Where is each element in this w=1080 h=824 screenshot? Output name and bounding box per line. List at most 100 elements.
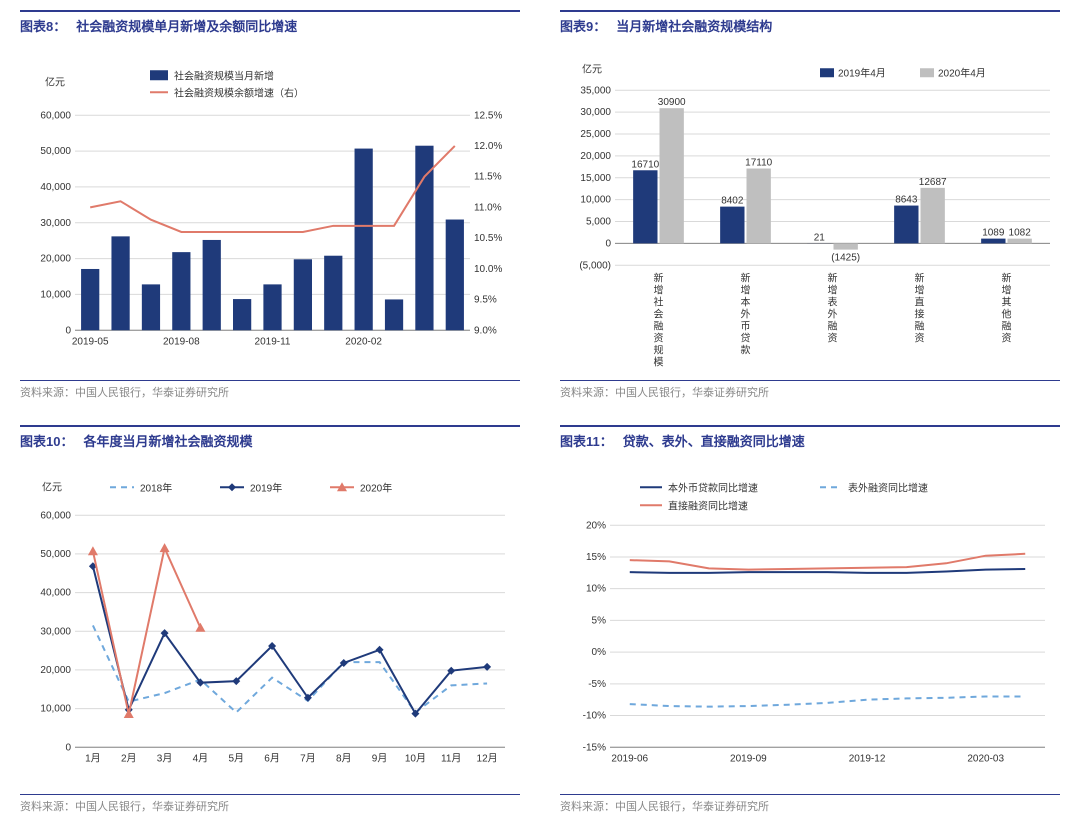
svg-text:0: 0 [65,325,71,336]
svg-text:15,000: 15,000 [580,173,611,184]
svg-text:0: 0 [65,742,71,753]
svg-text:资: 资 [915,332,925,344]
svg-text:融: 融 [1002,320,1012,332]
svg-text:资: 资 [828,332,838,344]
panel-11-title-no: 图表11： [560,431,613,450]
panel-9: 图表9： 当月新增社会融资规模结构 (5,000)05,00010,00015,… [560,10,1060,400]
svg-text:0: 0 [605,238,611,249]
svg-text:9.5%: 9.5% [474,295,497,306]
svg-text:本: 本 [741,295,751,308]
svg-text:贷: 贷 [741,331,751,344]
svg-text:2019-05: 2019-05 [72,336,109,347]
svg-text:40,000: 40,000 [40,587,71,598]
svg-text:30,000: 30,000 [580,107,611,118]
svg-text:50,000: 50,000 [40,548,71,559]
svg-text:9.0%: 9.0% [474,325,497,336]
svg-text:款: 款 [741,343,751,356]
panel-10-svg: 010,00020,00030,00040,00050,00060,000亿元1… [20,460,520,791]
svg-text:1月: 1月 [85,752,101,764]
svg-text:10%: 10% [586,583,606,594]
svg-text:表外融资同比增速: 表外融资同比增速 [848,481,928,494]
svg-text:0%: 0% [592,647,607,658]
svg-text:本外币贷款同比增速: 本外币贷款同比增速 [668,481,758,494]
svg-text:模: 模 [654,356,664,368]
panel-9-title-no: 图表9： [560,16,606,35]
svg-text:2019-09: 2019-09 [730,753,767,764]
svg-text:-15%: -15% [583,742,606,753]
svg-text:20,000: 20,000 [580,151,611,162]
panel-10-title-text: 各年度当月新增社会融资规模 [83,431,252,450]
svg-text:60,000: 60,000 [40,110,71,121]
svg-text:12月: 12月 [477,752,498,764]
svg-text:其: 其 [1002,296,1012,308]
svg-text:50,000: 50,000 [40,146,71,157]
svg-text:币: 币 [741,320,751,332]
svg-text:10,000: 10,000 [40,289,71,300]
svg-text:20,000: 20,000 [40,254,71,265]
svg-text:2020-02: 2020-02 [345,336,382,347]
svg-text:5,000: 5,000 [586,217,611,228]
svg-text:新: 新 [654,271,664,284]
panel-9-title-text: 当月新增社会融资规模结构 [616,16,772,35]
panel-11-source: 资料来源：中国人民银行，华泰证券研究所 [560,795,1060,814]
svg-text:20%: 20% [586,520,606,531]
svg-text:9月: 9月 [372,752,388,764]
svg-text:25,000: 25,000 [580,129,611,140]
panel-9-title: 图表9： 当月新增社会融资规模结构 [560,10,1060,35]
panel-9-source: 资料来源：中国人民银行，华泰证券研究所 [560,381,1060,400]
svg-text:2019-06: 2019-06 [611,753,648,764]
svg-text:1082: 1082 [1009,228,1032,239]
svg-text:10,000: 10,000 [40,703,71,714]
panel-11-svg: -15%-10%-5%0%5%10%15%20%2019-062019-0920… [560,460,1060,791]
svg-text:21: 21 [814,232,826,243]
svg-text:10.5%: 10.5% [474,233,502,244]
panel-10-chart: 010,00020,00030,00040,00050,00060,000亿元1… [20,456,520,796]
svg-text:2019-11: 2019-11 [255,336,291,347]
panel-10-source: 资料来源：中国人民银行，华泰证券研究所 [20,795,520,814]
panel-11: 图表11： 贷款、表外、直接融资同比增速 -15%-10%-5%0%5%10%1… [560,425,1060,815]
chart-grid: 图表8： 社会融资规模单月新增及余额同比增速 0 10,000 20,000 30,0… [20,10,1060,814]
panel-9-chart: (5,000)05,00010,00015,00020,00025,00030,… [560,41,1060,381]
svg-text:30,000: 30,000 [40,218,71,229]
panel-9-svg: (5,000)05,00010,00015,00020,00025,00030,… [560,45,1060,376]
panel-8-title: 图表8： 社会融资规模单月新增及余额同比增速 [20,10,520,35]
panel-11-chart: -15%-10%-5%0%5%10%15%20%2019-062019-0920… [560,456,1060,796]
svg-text:10,000: 10,000 [580,195,611,206]
svg-text:3月: 3月 [157,752,173,764]
svg-text:2019年: 2019年 [250,481,282,494]
svg-text:直接融资同比增速: 直接融资同比增速 [668,499,748,512]
svg-text:2月: 2月 [121,752,137,764]
svg-text:7月: 7月 [300,752,316,764]
svg-text:2019-08: 2019-08 [163,336,200,347]
svg-text:8643: 8643 [895,195,918,206]
svg-text:增: 增 [654,283,664,296]
svg-text:-5%: -5% [588,678,606,689]
svg-text:16710: 16710 [631,159,659,170]
panel-10: 图表10： 各年度当月新增社会融资规模 010,00020,00030,0004… [20,425,520,815]
panel-11-title: 图表11： 贷款、表外、直接融资同比增速 [560,425,1060,450]
svg-text:增: 增 [741,283,751,296]
panel-8-svg: 0 10,000 20,000 30,000 40,000 50,000 60,000 9.0… [20,45,520,376]
svg-text:15%: 15% [586,551,606,562]
panel-10-title-no: 图表10： [20,431,73,450]
svg-text:2020-03: 2020-03 [967,753,1004,764]
svg-text:融: 融 [654,320,664,332]
svg-text:新: 新 [915,271,925,284]
svg-text:会: 会 [654,307,664,320]
svg-text:直: 直 [915,295,925,308]
svg-text:规: 规 [654,343,664,356]
svg-text:新: 新 [1002,271,1012,284]
svg-text:资: 资 [1002,332,1012,344]
svg-text:社: 社 [654,295,664,308]
svg-text:2020年4月: 2020年4月 [938,66,986,79]
svg-text:(1425): (1425) [831,253,860,264]
svg-text:12.5%: 12.5% [474,110,502,121]
panel-8-title-no: 图表8： [20,16,66,35]
svg-text:2019-12: 2019-12 [849,753,886,764]
svg-text:40,000: 40,000 [40,182,71,193]
svg-text:30,000: 30,000 [40,626,71,637]
panel-8-title-text: 社会融资规模单月新增及余额同比增速 [76,16,297,35]
panel-11-title-text: 贷款、表外、直接融资同比增速 [623,431,805,450]
panel-8-chart: 0 10,000 20,000 30,000 40,000 50,000 60,000 9.0… [20,41,520,381]
svg-text:8月: 8月 [336,752,352,764]
